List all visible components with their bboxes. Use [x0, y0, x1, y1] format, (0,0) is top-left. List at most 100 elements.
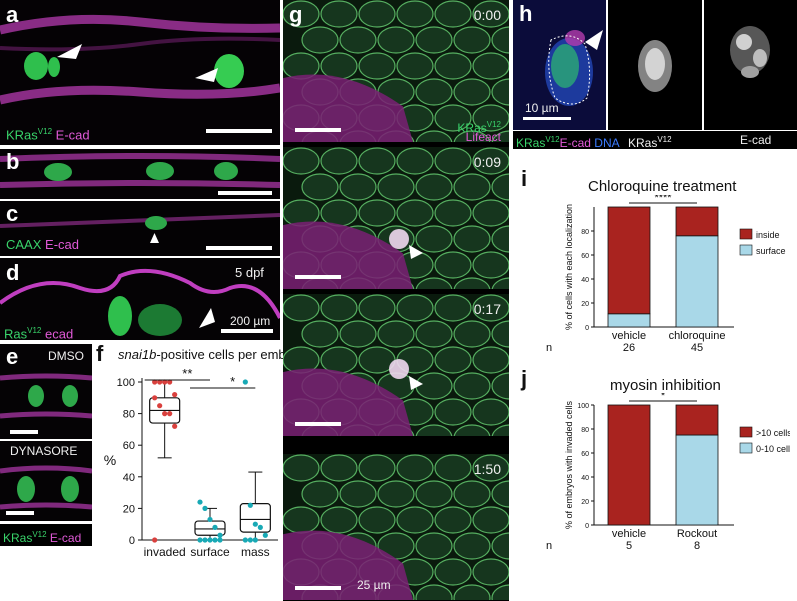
channel-green-label: CAAX — [6, 237, 42, 252]
cell-outline — [415, 320, 453, 348]
lifeact-region — [283, 74, 413, 142]
chart-f-title-rest: -positive cells per embryo — [156, 347, 304, 362]
lifeact-region — [283, 221, 413, 289]
channel-green-sup: V12 — [37, 127, 53, 136]
data-point — [157, 403, 163, 409]
x-tick-label: chloroquine — [669, 330, 726, 342]
channel-magenta-label: E-cad — [45, 237, 79, 252]
panel-g-timestamp: 1:50 — [473, 461, 501, 477]
arrowhead-icon — [409, 376, 423, 390]
data-point — [252, 537, 258, 543]
y-tick-label: 0 — [129, 535, 135, 547]
channel-green-sup: V12 — [32, 530, 47, 539]
cell-outline — [339, 26, 377, 54]
cell-outline — [453, 584, 491, 600]
legend-label: 0-10 cells — [756, 444, 790, 454]
panel-d-label: d — [6, 260, 20, 285]
cell-outline — [396, 52, 434, 80]
y-tick-label: 100 — [577, 403, 589, 410]
cell-outline — [339, 480, 377, 508]
y-tick-label: 40 — [581, 475, 589, 482]
y-tick-label: 40 — [581, 277, 589, 284]
panel-i-label: i — [521, 166, 528, 191]
cell-outline — [434, 294, 472, 322]
panel-c-channels: CAAX E-cad — [6, 238, 79, 252]
panel-e-image-bottom: DYNASORE — [0, 441, 92, 521]
scale-bar — [221, 329, 273, 333]
cell-outline — [415, 225, 453, 253]
cell-outline — [491, 584, 509, 600]
y-tick-label: 20 — [581, 499, 589, 506]
arrowhead-icon — [195, 68, 218, 82]
cell-outline — [320, 346, 358, 374]
panel-g-label: g — [289, 2, 303, 27]
cell-outline — [453, 320, 491, 348]
data-point — [207, 516, 213, 523]
panel-d-scale-label: 200 µm — [230, 314, 271, 328]
arrowhead-icon — [150, 233, 159, 243]
data-point — [252, 521, 258, 527]
cell-outline — [283, 506, 320, 534]
panel-a-label: a — [6, 2, 19, 27]
panel-g-channel-green-sup: V12 — [486, 120, 501, 129]
cell-outline — [415, 480, 453, 508]
cell-outline — [453, 372, 491, 400]
data-point — [217, 537, 223, 543]
bar-segment — [607, 404, 651, 526]
bright-cell — [389, 359, 409, 379]
data-point — [242, 537, 248, 543]
bar-segment — [675, 404, 719, 436]
chart-f-title: snai1b-positive cells per embryo — [118, 347, 304, 362]
chart-i-title: Chloroquine treatment — [588, 178, 737, 195]
scale-bar — [10, 430, 38, 434]
data-point — [197, 499, 203, 505]
data-point — [167, 379, 173, 385]
panel-g-channel-green: KRasV12 — [457, 120, 501, 135]
x-tick-label: Rockout — [677, 528, 717, 540]
cell-outline — [320, 199, 358, 227]
cell-outline — [320, 147, 358, 175]
cell-outline — [415, 130, 453, 142]
cell-outline — [472, 558, 509, 586]
cell-outline — [453, 424, 491, 436]
y-tick-label: 60 — [581, 451, 589, 458]
legend-swatch — [739, 228, 753, 240]
panel-j-label: j — [521, 366, 528, 391]
panel-g-frame: 1:50 25 µm — [283, 454, 509, 600]
panel-a-channels: KRasV12 E-cad — [6, 125, 90, 142]
cell-outline — [453, 532, 491, 560]
n-label: n — [546, 540, 552, 552]
data-point — [212, 524, 218, 530]
cell-outline — [283, 454, 320, 482]
panel-h-ecad-label: E-cad — [740, 133, 772, 147]
cell-outline — [472, 251, 509, 279]
cell-outline — [301, 320, 339, 348]
cell-outline — [472, 506, 509, 534]
scale-bar — [295, 128, 341, 132]
chart-j-plot: 0 20 40 60 80 100% of embryos with invaded ce… — [546, 393, 790, 552]
cell-outline — [358, 147, 396, 175]
x-tick-label: vehicle — [612, 330, 646, 342]
channel-blue-label: DNA — [594, 136, 620, 149]
cell-outline — [320, 0, 358, 28]
panel-b-image: b — [0, 149, 280, 199]
cell-outline — [453, 173, 491, 201]
y-tick-label: 0 — [585, 523, 589, 530]
y-tick-label: 20 — [581, 301, 589, 308]
cell-outline — [472, 294, 509, 322]
scale-bar — [523, 117, 571, 120]
cell-outline — [415, 277, 453, 289]
panel-h-ecad-micrograph — [704, 0, 797, 130]
cell-outline — [301, 480, 339, 508]
cell-outline — [358, 199, 396, 227]
panel-h-channels: KRasV12E-cad DNA — [516, 133, 620, 149]
y-axis-label: % of embryos with invaded cells — [564, 400, 574, 529]
channel-magenta-label: E-cad — [55, 127, 90, 143]
cell-outline — [415, 26, 453, 54]
panel-e-dmso-micrograph — [0, 344, 92, 439]
cell-outline — [472, 454, 509, 482]
data-point — [162, 379, 168, 385]
cell-outline — [491, 372, 509, 400]
cell-outline — [472, 199, 509, 227]
data-point — [167, 411, 173, 417]
